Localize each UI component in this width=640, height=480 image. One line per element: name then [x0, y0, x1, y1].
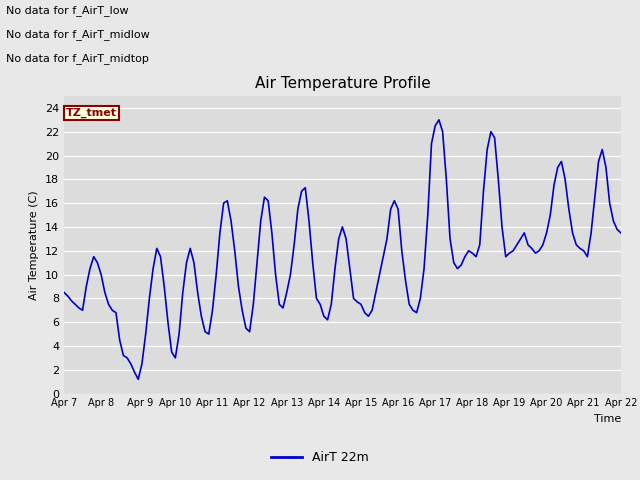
Legend: AirT 22m: AirT 22m: [266, 446, 374, 469]
Y-axis label: Air Temperature (C): Air Temperature (C): [29, 190, 39, 300]
Text: TZ_tmet: TZ_tmet: [66, 108, 117, 118]
Title: Air Temperature Profile: Air Temperature Profile: [255, 76, 430, 91]
Text: No data for f_AirT_low: No data for f_AirT_low: [6, 5, 129, 16]
X-axis label: Time: Time: [593, 414, 621, 424]
Text: No data for f_AirT_midlow: No data for f_AirT_midlow: [6, 29, 150, 40]
Text: No data for f_AirT_midtop: No data for f_AirT_midtop: [6, 53, 149, 64]
